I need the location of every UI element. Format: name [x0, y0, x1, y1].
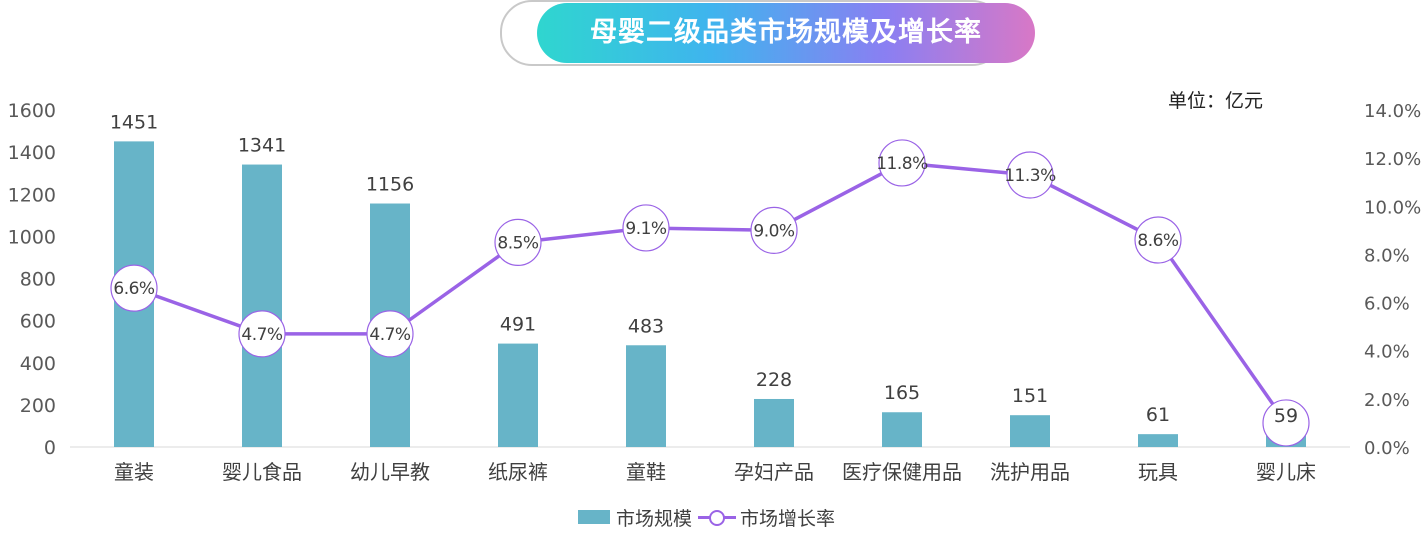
growth-rate-marker [110, 264, 158, 312]
bar-value-label: 1341 [238, 135, 286, 157]
bar-value-label: 228 [756, 369, 792, 391]
y-right-tick-label: 14.0% [1364, 101, 1421, 122]
category-label: 童鞋 [626, 460, 666, 484]
y-left-tick-label: 0 [44, 437, 56, 459]
bar-value-label: 151 [1012, 385, 1048, 407]
y-right-tick-label: 0.0% [1364, 438, 1410, 459]
chart-title: 母婴二级品类市场规模及增长率 [590, 17, 982, 48]
bar [626, 345, 666, 447]
bar [754, 398, 794, 447]
bar [882, 412, 922, 447]
bar-value-label: 1156 [366, 174, 414, 196]
y-left-tick-label: 400 [20, 353, 56, 375]
y-right-tick-label: 12.0% [1364, 149, 1421, 170]
legend-line-label: 市场增长率 [740, 507, 836, 530]
y-left-tick-label: 600 [20, 311, 56, 333]
category-label: 玩具 [1138, 460, 1178, 484]
growth-rate-label: 9.0% [753, 221, 795, 241]
growth-rate-marker [238, 310, 286, 358]
growth-rate-marker [1262, 399, 1310, 447]
growth-rate-marker [878, 139, 926, 187]
growth-rate-label: 4.7% [369, 325, 411, 345]
legend-bar-swatch [578, 510, 610, 524]
chart-title-banner: 母婴二级品类市场规模及增长率 [500, 0, 1036, 66]
growth-rate-label: 8.5% [497, 233, 539, 253]
category-label: 幼儿早教 [350, 460, 430, 484]
legend-line-swatch [698, 510, 737, 526]
growth-rate-marker [494, 218, 542, 266]
y-left-tick-label: 1000 [8, 226, 56, 248]
bar-value-label: 61 [1146, 404, 1170, 426]
bar-value-label: 165 [884, 382, 920, 404]
bar [1138, 434, 1178, 447]
y-left-tick-label: 200 [20, 395, 56, 417]
bar [242, 164, 282, 447]
y-right-tick-label: 10.0% [1364, 197, 1421, 218]
growth-rate-label: 4.7% [241, 325, 283, 345]
category-label: 童装 [114, 460, 154, 484]
bar-value-label: 59 [1274, 405, 1298, 427]
bar [498, 343, 538, 447]
y-right-tick-label: 4.0% [1364, 342, 1410, 363]
growth-rate-marker [622, 204, 670, 252]
bar-value-label: 1451 [110, 111, 158, 133]
category-label: 孕妇产品 [734, 460, 814, 484]
category-label: 洗护用品 [990, 460, 1070, 484]
category-label: 医疗保健用品 [842, 460, 962, 484]
growth-rate-marker [1006, 151, 1054, 199]
growth-rate-label: 11.3% [1004, 166, 1056, 186]
growth-rate-marker [750, 206, 798, 254]
y-right-tick-label: 8.0% [1364, 245, 1410, 266]
y-left-tick-label: 1200 [8, 184, 56, 206]
bar [1010, 415, 1050, 447]
growth-rate-marker [1134, 216, 1182, 264]
category-label: 婴儿床 [1256, 460, 1316, 484]
legend-bar-label: 市场规模 [616, 507, 693, 530]
category-label: 纸尿裤 [488, 460, 548, 484]
bar-value-label: 483 [628, 315, 664, 337]
bar-value-label: 491 [500, 314, 536, 336]
unit-label: 单位：亿元 [1168, 90, 1264, 112]
growth-rate-line [133, 161, 1288, 424]
growth-rate-label: 8.6% [1137, 231, 1179, 251]
growth-rate-label: 9.1% [625, 219, 667, 239]
y-right-tick-label: 6.0% [1364, 294, 1410, 315]
category-label: 婴儿食品 [222, 460, 302, 484]
y-left-tick-label: 1600 [8, 100, 56, 122]
growth-rate-label: 6.6% [113, 279, 155, 299]
growth-rate-marker [366, 310, 414, 358]
y-left-tick-label: 800 [20, 269, 56, 291]
y-left-tick-label: 1400 [8, 142, 56, 164]
growth-rate-label: 11.8% [876, 154, 928, 174]
title-pill [537, 3, 1035, 63]
legend: 市场规模 市场增长率 [578, 504, 835, 530]
y-right-tick-label: 2.0% [1364, 390, 1410, 411]
